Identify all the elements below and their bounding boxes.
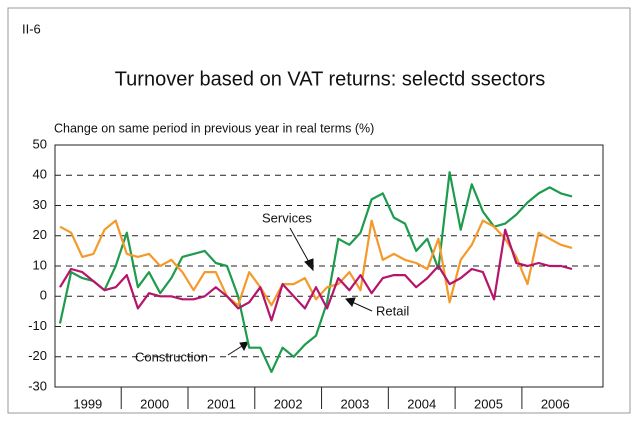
x-tick-label: 2001 [207,396,236,411]
x-tick-label: 2000 [140,396,169,411]
series-label: Construction [135,349,208,364]
series-label: Services [262,210,312,225]
chart-title: Turnover based on VAT returns: selectd s… [115,68,546,90]
y-tick-label: -30 [28,378,47,393]
y-tick-label: 0 [40,288,47,303]
series-label: Retail [376,303,409,318]
y-tick-label: -20 [28,348,47,363]
y-tick-label: 40 [33,167,47,182]
series-line [59,219,573,307]
x-tick-label: 2006 [541,396,570,411]
figure-label: II-6 [22,21,41,36]
y-tick-label: 10 [33,257,47,272]
series-line [59,228,573,322]
y-tick-label: 50 [33,136,47,151]
y-tick-label: 20 [33,227,47,242]
frame [7,7,631,414]
y-axis-label: Change on same period in previous year i… [54,121,374,135]
x-tick-label: 2005 [474,396,503,411]
x-tick-label: 2004 [407,396,436,411]
x-tick-label: 2003 [340,396,369,411]
x-tick-label: 2002 [274,396,303,411]
y-tick-label: -10 [28,318,47,333]
y-tick-label: 30 [33,197,47,212]
x-tick-label: 1999 [73,396,102,411]
series-line [58,171,573,373]
annotation-arrows [227,227,373,356]
